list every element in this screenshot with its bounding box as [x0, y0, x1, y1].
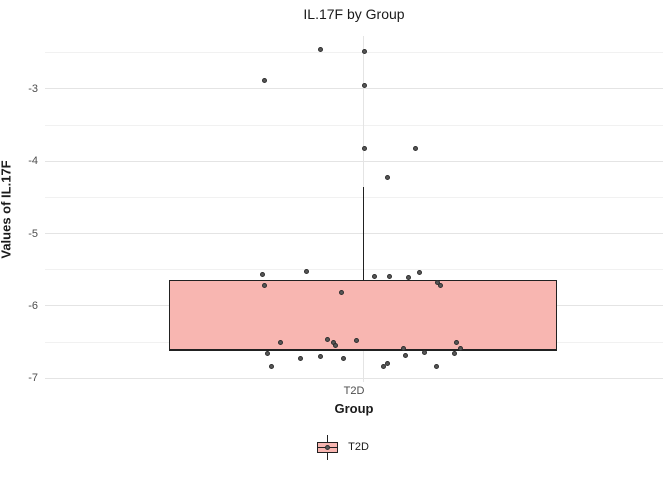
jitter-point	[421, 349, 427, 355]
jitter-point	[371, 273, 377, 279]
legend-label: T2D	[348, 441, 369, 453]
gridline-minor	[45, 124, 663, 126]
jitter-point	[361, 146, 367, 152]
jitter-point	[384, 175, 390, 181]
jitter-point	[405, 274, 411, 280]
gridline-minor	[45, 196, 663, 198]
jitter-point	[338, 290, 344, 296]
gridline-minor	[45, 52, 663, 54]
legend-boxplot-key-icon	[317, 434, 339, 460]
jitter-point	[340, 356, 346, 362]
jitter-point	[434, 279, 440, 285]
y-tick-label: -5	[28, 227, 38, 240]
jitter-point	[457, 346, 463, 352]
jitter-point	[402, 353, 408, 359]
gridline-minor	[45, 269, 663, 271]
gridline-major	[45, 160, 663, 162]
jitter-point	[261, 283, 267, 289]
jitter-point	[361, 48, 367, 54]
jitter-point	[317, 46, 323, 52]
gridline-major	[45, 233, 663, 235]
x-axis-title: Group	[334, 401, 374, 416]
boxplot-median-line	[169, 349, 557, 352]
y-tick-label: -4	[28, 155, 38, 168]
plot-title: IL.17F by Group	[303, 6, 405, 22]
y-tick-label: -6	[28, 299, 38, 312]
jitter-point	[433, 363, 439, 369]
jitter-point	[416, 270, 422, 276]
y-tick-label: -7	[28, 372, 38, 385]
jitter-point	[332, 342, 338, 348]
jitter-point	[384, 361, 390, 367]
jitter-point	[386, 273, 392, 279]
jitter-point	[400, 346, 406, 352]
jitter-point	[324, 336, 330, 342]
jitter-point	[317, 354, 323, 360]
jitter-point	[451, 351, 457, 357]
y-tick-label: -3	[28, 82, 38, 95]
jitter-point	[277, 340, 283, 346]
jitter-point	[437, 283, 443, 289]
legend-key-point	[325, 444, 331, 450]
jitter-point	[380, 363, 386, 369]
jitter-point	[303, 268, 309, 274]
gridline-major	[45, 377, 663, 379]
jitter-point	[259, 271, 265, 277]
jitter-point	[453, 339, 459, 345]
jitter-point	[261, 78, 267, 84]
x-tick-label: T2D	[343, 385, 365, 397]
jitter-point	[264, 351, 270, 357]
jitter-point	[268, 363, 274, 369]
jitter-point	[412, 146, 418, 152]
legend: T2D	[0, 434, 672, 460]
gridline-major	[45, 88, 663, 90]
jitter-point	[297, 356, 303, 362]
plot-panel	[45, 36, 663, 382]
jitter-point	[353, 338, 359, 344]
boxplot-box	[169, 279, 557, 351]
boxplot-upper-whisker	[362, 186, 364, 280]
jitter-point	[361, 83, 367, 89]
